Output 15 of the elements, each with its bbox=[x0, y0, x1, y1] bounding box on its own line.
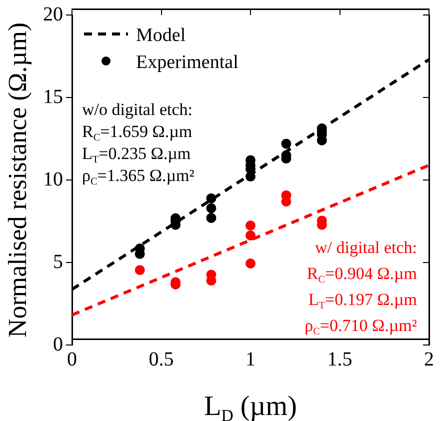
annotation: w/ digital etch: bbox=[315, 238, 418, 257]
y-tick-label: 20 bbox=[43, 3, 63, 26]
y-tick-label: 15 bbox=[43, 86, 63, 108]
x-tick-label: 2 bbox=[424, 348, 434, 370]
x-tick-label: 1.5 bbox=[327, 348, 352, 370]
legend-label: Experimental bbox=[136, 52, 238, 73]
annotation: w/o digital etch: bbox=[82, 100, 192, 119]
y-tick-label: 0 bbox=[53, 333, 63, 356]
y-axis-title: Normalised resistance (Ω.µm) bbox=[3, 22, 32, 338]
x-tick-label: 1 bbox=[246, 348, 256, 370]
y-tick-label: 10 bbox=[43, 168, 63, 190]
legend-label: Model bbox=[136, 25, 186, 46]
x-tick-label: 0 bbox=[67, 348, 77, 370]
y-tick-label: 5 bbox=[53, 250, 63, 273]
x-tick-label: 0.5 bbox=[148, 348, 174, 370]
